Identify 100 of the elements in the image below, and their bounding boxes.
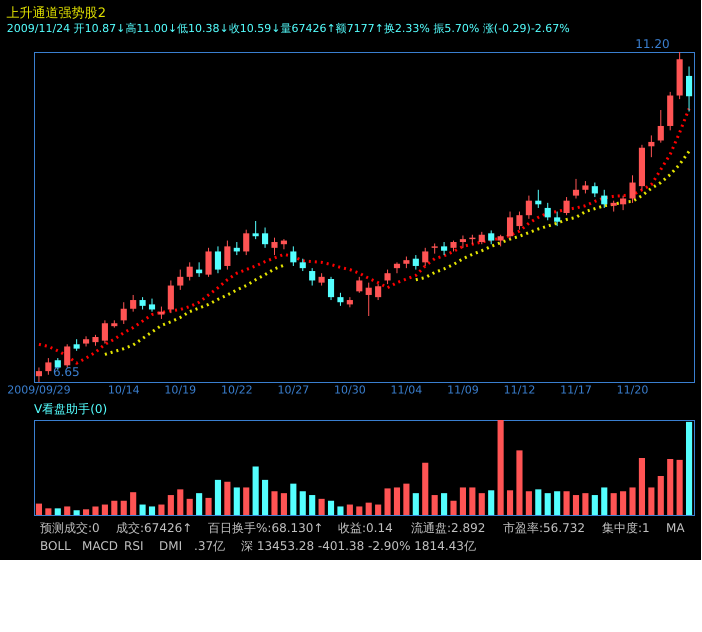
candlestick xyxy=(356,276,362,294)
bar xyxy=(601,487,608,515)
x-tick-label: 11/20 xyxy=(616,384,648,396)
candlestick xyxy=(120,302,127,324)
x-tick-label: 2009/09/29 xyxy=(7,384,71,396)
candlestick xyxy=(318,272,325,286)
candlestick xyxy=(506,211,514,240)
bar xyxy=(403,484,410,515)
text: RSI xyxy=(124,539,144,553)
bar xyxy=(638,458,646,515)
bar xyxy=(544,493,551,515)
candlestick xyxy=(412,254,419,270)
bar xyxy=(36,504,42,515)
bar xyxy=(82,509,90,515)
x-tick-label: 11/09 xyxy=(447,384,479,396)
bar xyxy=(648,487,654,515)
bar xyxy=(74,510,80,515)
text: 收益:0.14 xyxy=(338,521,393,535)
bar xyxy=(478,493,485,515)
bar xyxy=(309,495,316,515)
candlestick xyxy=(300,258,306,272)
bar xyxy=(271,491,278,515)
candlestick xyxy=(432,242,438,254)
bar xyxy=(450,500,457,515)
bar xyxy=(262,480,268,515)
x-tick-label: 10/30 xyxy=(334,384,366,396)
candlestick xyxy=(45,358,52,376)
candlestick xyxy=(102,320,108,344)
bar xyxy=(120,500,127,515)
text: 百日换手%:68.130↑ xyxy=(208,521,324,535)
bar xyxy=(186,498,193,515)
bar xyxy=(111,500,118,515)
bar xyxy=(676,460,683,515)
candlestick xyxy=(375,284,382,301)
candlestick xyxy=(450,240,457,252)
candlestick xyxy=(148,298,156,312)
candlestick xyxy=(384,269,391,285)
candlestick xyxy=(92,334,99,346)
bar xyxy=(686,422,692,515)
text: 成交:67426↑ xyxy=(116,521,192,535)
bar xyxy=(224,482,230,515)
bar xyxy=(667,458,674,515)
bar xyxy=(582,493,588,515)
bar xyxy=(526,491,532,515)
candlestick xyxy=(366,282,372,316)
bar xyxy=(422,462,428,515)
candlestick xyxy=(214,246,222,274)
bar xyxy=(158,504,164,515)
candlestick xyxy=(177,269,184,290)
candlestick xyxy=(82,336,90,347)
bar xyxy=(412,493,419,515)
bar xyxy=(516,450,523,515)
candlestick xyxy=(601,189,608,208)
text: 深 13453.28 -401.38 -2.90% 1814.43亿 xyxy=(241,539,476,553)
candlestick xyxy=(620,195,626,211)
candlestick xyxy=(130,294,136,312)
candlestick xyxy=(478,231,485,245)
bar xyxy=(130,492,136,515)
candlestick xyxy=(592,182,598,198)
text: DMI xyxy=(159,539,182,553)
bar xyxy=(460,487,466,515)
candlestick xyxy=(234,242,240,256)
candlestick xyxy=(280,238,287,250)
text: 集中度:1 xyxy=(602,521,650,535)
candlestick xyxy=(582,180,588,194)
candlestick xyxy=(564,196,570,216)
candlestick xyxy=(526,195,532,220)
bar xyxy=(45,508,52,515)
bar xyxy=(441,493,448,515)
candlestick xyxy=(554,211,560,227)
bar xyxy=(54,508,61,515)
candlestick xyxy=(403,256,410,269)
bar xyxy=(498,420,504,515)
bar xyxy=(328,500,334,515)
candlestick xyxy=(394,262,400,274)
bar xyxy=(610,493,617,515)
chart-title: 上升通道强势股2 xyxy=(6,6,106,21)
candlestick xyxy=(469,234,476,245)
candlestick xyxy=(196,262,202,278)
candlestick xyxy=(224,240,230,270)
candlestick xyxy=(572,178,580,200)
bar xyxy=(592,495,598,515)
bar xyxy=(375,504,382,515)
annotation: 6.65 xyxy=(52,365,80,379)
x-tick-label: 10/19 xyxy=(164,384,196,396)
bar xyxy=(92,506,99,515)
bar xyxy=(318,498,325,515)
text: 11.20 xyxy=(635,37,670,51)
bar xyxy=(572,495,580,515)
candlestick xyxy=(36,366,42,382)
candlestick xyxy=(648,134,654,158)
candlestick xyxy=(488,230,494,245)
bar xyxy=(196,493,202,515)
bar xyxy=(290,484,296,515)
candlestick xyxy=(186,262,193,281)
candlestick xyxy=(346,296,353,308)
x-tick-label: 11/17 xyxy=(560,384,592,396)
bar xyxy=(234,487,240,515)
bar xyxy=(243,487,250,515)
candlestick xyxy=(158,306,164,320)
